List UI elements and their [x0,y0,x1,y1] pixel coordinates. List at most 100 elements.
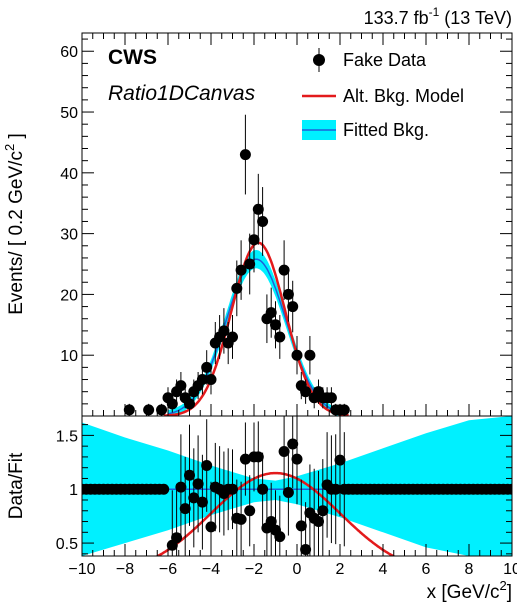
ratio-point-marker [175,481,187,493]
ratio-point-marker [278,446,290,458]
data-point-marker [201,361,213,373]
ratio-point-marker [239,453,251,465]
data-point-marker [143,404,155,416]
ratio-point [239,422,251,496]
legend-label-fit: Fitted Bkg. [343,120,429,140]
legend-label-alt-model: Alt. Bkg. Model [343,86,464,106]
x-tick-label: 10 [503,561,517,578]
data-point [166,395,178,413]
data-point-marker [338,404,350,416]
ratio-point [175,434,187,540]
main-y-ticks: 10 20 30 40 50 60 [60,38,512,405]
data-point-marker [274,331,286,343]
canvas-name-label: Ratio1DCanvas [108,82,256,105]
data-point-marker [265,307,277,319]
ratio-point-marker [184,469,195,481]
ratio-y-axis-label: Data/Fit [6,452,27,519]
main-y-tick-label: 20 [60,287,78,304]
legend: Fake Data Alt. Bkg. Model Fitted Bkg. [302,48,464,140]
ratio-point [205,481,217,556]
ratio-point-marker [158,483,170,495]
main-plot-panel: 10 20 30 40 50 60 CWS Ratio1DCanvas Fake Data… [2,32,513,417]
brand-label: CWS [108,46,157,69]
ratio-point [201,419,213,512]
ratio-point [295,479,307,556]
data-point-marker [252,203,264,215]
ratio-point-marker [282,486,294,498]
lumi-label: 133.7 fb-1 (13 TeV) [364,5,512,28]
x-tick-label: 2 [336,561,345,578]
ratio-point [334,416,346,517]
data-point-marker [248,234,260,246]
ratio-point [278,416,290,494]
main-x-ticks [81,33,513,416]
data-point-marker [166,398,178,410]
main-y-tick-label: 40 [60,166,78,183]
ratio-point-marker [291,453,303,465]
data-point-marker [227,331,238,343]
legend-label-data: Fake Data [343,50,427,70]
data-point-marker [270,319,281,331]
ratio-point [196,454,208,550]
ratio-alt-model-curve [155,471,396,556]
ratio-point [235,481,247,556]
x-tick-label: −8 [116,561,134,578]
data-point-marker [123,404,135,416]
ratio-y-ticks: 0.5 1 1.5 [56,424,512,555]
ratio-point [287,416,299,489]
ratio-y-tick-label: 0.5 [56,536,78,553]
data-point [184,395,195,413]
data-point [265,287,277,338]
ratio-point-marker [330,483,342,495]
ratio-x-ticks: −10 −8 −6 −4 −2 0 2 4 6 8 10 [68,544,517,578]
ratio-point-marker [196,496,208,508]
data-point [156,403,168,416]
ratio-point [330,434,342,545]
ratio-point-marker [188,492,200,504]
data-point [338,403,350,416]
ratio-point-marker [244,505,256,517]
data-point-marker [196,374,208,386]
data-point-marker [184,398,195,410]
data-point [252,173,264,245]
data-point-marker [156,404,168,416]
data-point-marker [287,301,299,313]
x-tick-label: 8 [465,561,474,578]
ratio-point-marker [227,483,238,495]
ratio-point-marker [313,516,324,528]
ratio-point-marker [274,531,286,543]
ratio-point-marker [317,505,329,517]
ratio-point-marker [252,451,264,463]
data-point [287,280,299,333]
data-point [325,387,337,409]
x-tick-label: −2 [245,561,263,578]
data-point [291,335,303,375]
main-y-tick-label: 50 [60,105,78,122]
ratio-points-group [82,416,512,556]
data-point-marker [235,264,247,276]
ratio-point [171,483,183,556]
data-point [278,240,290,300]
data-point-marker [300,386,312,398]
ratio-point-marker [179,503,191,515]
ratio-point-marker [295,520,307,532]
x-tick-label: 0 [293,561,302,578]
ratio-point-marker [265,516,277,528]
ratio-y-tick-label: 1.5 [56,428,78,445]
ratio-point [300,502,312,556]
x-tick-label: −10 [68,561,95,578]
data-point-marker [175,380,187,392]
data-point [244,233,256,295]
data-point-marker [257,215,269,227]
main-y-tick-label: 10 [60,348,78,365]
data-point [300,379,312,404]
data-point [205,364,217,395]
main-y-tick-label: 30 [60,227,78,244]
data-point [123,403,135,416]
data-point [270,301,281,349]
data-point [282,267,294,322]
x-tick-label: 4 [379,561,388,578]
ratio-y-tick-label: 1 [69,482,78,499]
ratio-point [158,483,170,495]
